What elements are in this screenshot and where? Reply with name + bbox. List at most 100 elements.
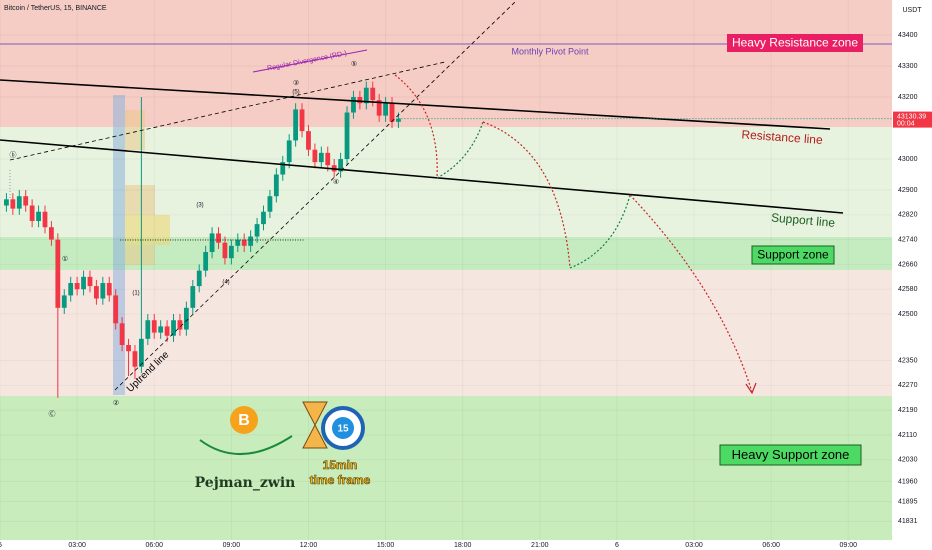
x-tick-label: 09:00 (840, 542, 858, 549)
candle-body (23, 196, 29, 206)
candle-body (261, 211, 266, 225)
candle-body (241, 239, 247, 246)
divergence-line (9, 61, 446, 161)
price-tag (893, 111, 932, 128)
heavy-support-zone-rect (0, 396, 892, 540)
wave-label: (3) (196, 203, 203, 209)
pivot-label: Monthly Pivot Point (511, 46, 589, 56)
countdown: 00:04 (897, 120, 915, 127)
candle-body (363, 87, 369, 104)
annotations: Heavy Resistance zone Monthly Pivot Poin… (0, 1, 892, 491)
y-tick-label: 42900 (898, 187, 918, 194)
logo (230, 406, 258, 434)
candle-body (87, 276, 93, 287)
forecast-path (482, 121, 571, 269)
axes: 43400 43300 43200 43000 42900 42820 42740 42660… (0, 32, 932, 549)
support-line-label: Support line (771, 210, 836, 230)
x-tick-label: 15:00 (377, 542, 395, 549)
wave-labels: ⓑ ① ② ③ (5) ⑤ ④ (1) (3) (4) Ⓒ (10, 60, 358, 418)
y-tick-label: 42820 (898, 212, 918, 219)
arrowhead (745, 382, 757, 395)
candle-body (338, 159, 344, 172)
wave-label: ⓑ (10, 151, 17, 159)
candle-body (106, 283, 112, 296)
candle-body (10, 199, 16, 209)
wave-label: ② (113, 399, 119, 407)
candle-body (389, 103, 395, 122)
candle-body (228, 245, 234, 259)
y-tick-label: 42500 (898, 311, 918, 318)
candle-body (190, 286, 196, 308)
y-tick-label: 42270 (898, 382, 918, 389)
candle-body (344, 112, 350, 160)
wave-label: Ⓒ (49, 410, 56, 418)
y-tick-label: 43400 (898, 32, 918, 39)
x-tick-label: 21:00 (531, 542, 549, 549)
y-tick-label: 42030 (898, 457, 918, 464)
y-tick-label: 42580 (898, 286, 918, 293)
candle-body (357, 97, 363, 104)
candle-body (138, 338, 144, 367)
x-tick-label: 12:00 (300, 542, 318, 549)
candle-body (81, 276, 86, 290)
candle-body (376, 100, 382, 116)
x-tick-label: 03:00 (685, 542, 703, 549)
x-tick-label: 06:00 (762, 542, 780, 549)
y-tick-label: 43300 (898, 63, 918, 70)
price-tag-label: 43130.39 (897, 113, 926, 120)
candle-body (222, 242, 228, 259)
y-tick-label: 43200 (898, 94, 918, 101)
candle-body (325, 152, 331, 166)
support-line (0, 139, 844, 214)
candle-body (29, 205, 35, 222)
candle-body (306, 131, 311, 150)
x-tick-label: 06:00 (145, 542, 163, 549)
candle-body (68, 283, 74, 296)
timeframe-sub: time frame (310, 473, 371, 487)
y-tick-label: 42740 (898, 236, 918, 243)
wave-label: (5) (292, 90, 299, 96)
heavy-support-label: Heavy Support zone (732, 447, 850, 462)
x-tick-label: 18:00 (454, 542, 472, 549)
candle-body (93, 286, 99, 299)
candle-body (267, 196, 273, 212)
resistance-line (0, 79, 831, 130)
candle-body (36, 211, 41, 222)
author: Pejman_zwin (195, 475, 296, 491)
candles (4, 81, 401, 398)
forecast-path (629, 194, 753, 393)
candle-body (151, 320, 157, 333)
candle-body (254, 224, 260, 237)
candle-body (113, 295, 119, 324)
candle-body (16, 196, 22, 209)
y-tick-label: 41831 (898, 518, 918, 525)
uptrend-line (114, 1, 516, 391)
candle-body (177, 320, 183, 330)
candle-body (312, 149, 318, 163)
candle-body (4, 199, 9, 206)
candle-body (248, 236, 254, 246)
price-axis (892, 0, 932, 550)
branding: B Pejman_zwin 15 15min time frame (195, 401, 371, 491)
y-tick-label: 42350 (898, 357, 918, 364)
chart-title: Bitcoin / TetherUS, 15, BINANCE (4, 5, 107, 12)
candle-body (235, 239, 241, 246)
candle-body (196, 270, 202, 287)
x-tick-label: 03:00 (68, 542, 86, 549)
candle-body (351, 97, 356, 113)
label-box (719, 444, 862, 466)
time-axis (0, 540, 892, 550)
x-tick-label: 09:00 (223, 542, 241, 549)
divergence-mark (252, 49, 368, 73)
y-tick-label: 42190 (898, 407, 918, 414)
candle-body (183, 307, 189, 330)
clock-label: 15 (337, 424, 349, 435)
label-box (727, 34, 863, 52)
candle-body (293, 109, 299, 141)
candle-body (203, 252, 209, 271)
wave-label: (1) (132, 291, 139, 297)
background (0, 0, 892, 540)
candle-body (299, 109, 305, 132)
candle-body (273, 174, 279, 197)
